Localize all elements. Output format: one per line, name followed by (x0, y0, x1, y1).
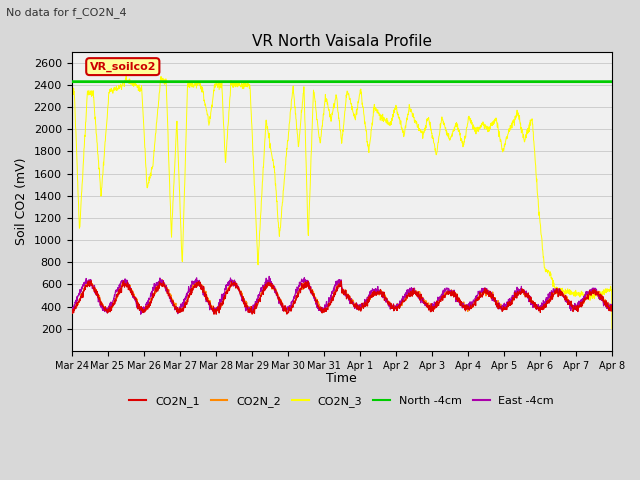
X-axis label: Time: Time (326, 372, 357, 385)
Legend: CO2N_1, CO2N_2, CO2N_3, North -4cm, East -4cm: CO2N_1, CO2N_2, CO2N_3, North -4cm, East… (125, 391, 559, 411)
Text: VR_soilco2: VR_soilco2 (90, 61, 156, 72)
Y-axis label: Soil CO2 (mV): Soil CO2 (mV) (15, 157, 28, 245)
Title: VR North Vaisala Profile: VR North Vaisala Profile (252, 34, 432, 49)
Text: No data for f_CO2N_4: No data for f_CO2N_4 (6, 7, 127, 18)
